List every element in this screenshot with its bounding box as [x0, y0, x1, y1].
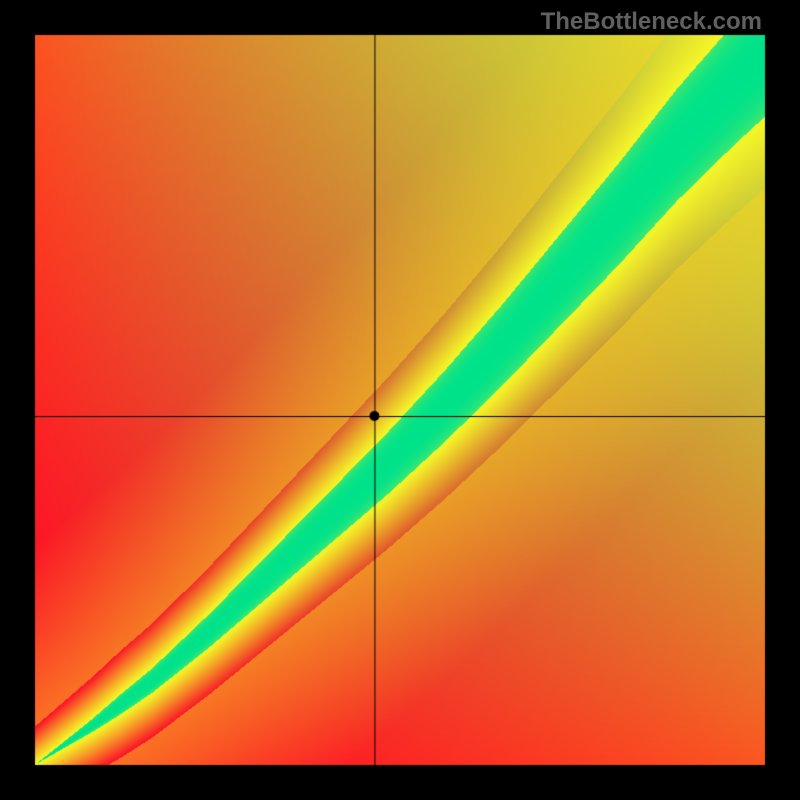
- watermark-text: TheBottleneck.com: [541, 8, 762, 36]
- heatmap-canvas: [0, 0, 800, 800]
- chart-container: TheBottleneck.com: [0, 0, 800, 800]
